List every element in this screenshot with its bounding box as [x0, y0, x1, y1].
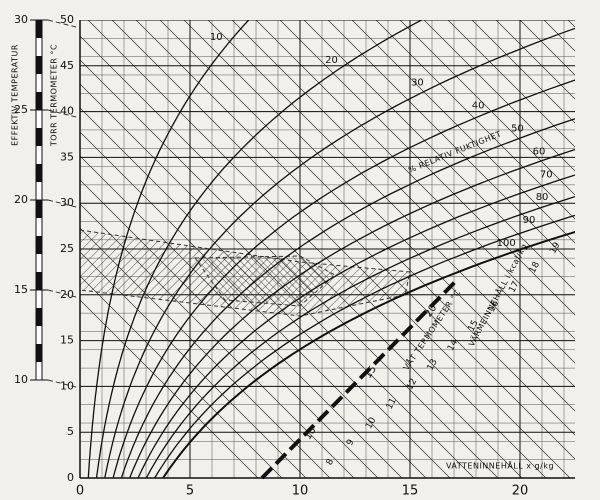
background-rule — [159, 20, 575, 436]
enthalpy-label: 15 — [467, 319, 481, 334]
enthalpy-label: 10 — [364, 416, 378, 431]
rh-curve — [104, 27, 575, 478]
reference-line — [260, 280, 457, 480]
effective-scale-segment — [36, 200, 42, 218]
enthalpy-label: 13 — [426, 358, 440, 373]
effective-guide — [47, 109, 81, 119]
background-rule — [231, 20, 575, 364]
effective-scale-segment — [36, 344, 42, 362]
effective-tick-label: 25 — [14, 103, 28, 116]
comfort-zone-core — [194, 255, 336, 307]
effective-scale-segment — [36, 128, 42, 146]
effective-scale-segment — [36, 56, 42, 74]
enthalpy-label: 9 — [345, 438, 357, 448]
y-tick-label: 25 — [60, 242, 74, 255]
effective-tick-label: 20 — [14, 193, 28, 206]
background-rule — [80, 299, 259, 478]
y-tick-label: 30 — [60, 196, 74, 209]
enthalpy-label: 19 — [548, 241, 562, 256]
x-tick-label: 15 — [402, 484, 419, 499]
y-tick-label: 50 — [60, 13, 74, 26]
enthalpy-label: 8 — [325, 457, 337, 467]
effective-guide — [47, 289, 81, 299]
background-rule — [135, 20, 575, 460]
effective-tick-label: 10 — [14, 373, 28, 386]
rh-curves — [87, 20, 575, 478]
effective-scale-segment — [36, 272, 42, 290]
enthalpy-label: 17 — [507, 280, 521, 295]
effective-tick-label: 15 — [14, 283, 28, 296]
rh-curve — [129, 148, 575, 478]
y-tick-label: 45 — [60, 59, 74, 72]
rh-curve — [154, 214, 575, 478]
y-tick-label: 35 — [60, 150, 74, 163]
y-tick-label: 10 — [60, 379, 74, 392]
rh-label: 40 — [472, 101, 485, 112]
background-rule — [375, 20, 575, 220]
background-rule — [183, 20, 575, 412]
enthalpy-label: 14 — [446, 338, 460, 353]
effective-scale-segment — [36, 308, 42, 326]
x-tick-label: 20 — [512, 484, 529, 499]
effective-scale-segment — [36, 92, 42, 110]
rh-curve — [120, 118, 575, 478]
rh-label: 50 — [511, 124, 524, 135]
rh-curve — [137, 174, 575, 478]
x-axis-label: VATTENINNEHÅLL x g/kg — [446, 460, 554, 471]
enthalpy-label: 11 — [385, 396, 399, 411]
effective-scale-segment — [36, 20, 42, 38]
rh-curve — [95, 20, 422, 478]
rh-curve — [145, 195, 575, 478]
rh-label: 70 — [540, 169, 553, 180]
y-axis-label: TORR TERMOMETER °C — [50, 44, 59, 147]
effective-scale-segment — [36, 164, 42, 182]
background-rule — [447, 20, 575, 148]
enthalpy-label: 16 — [487, 299, 501, 314]
effective-tick-label: 30 — [14, 13, 28, 26]
rh-label: 80 — [536, 192, 549, 203]
effective-scale-segment — [36, 236, 42, 254]
effective-guide — [47, 19, 81, 29]
rh-curve — [87, 20, 250, 478]
rh-label: 10 — [210, 32, 223, 43]
rh-label: 60 — [533, 146, 546, 157]
rh-label: 100 — [497, 238, 516, 249]
rh-label: 20 — [325, 55, 338, 66]
enthalpy-label: 12 — [405, 377, 419, 392]
background-rule — [471, 20, 575, 124]
background-rule — [399, 20, 575, 196]
comfort-zones — [80, 229, 411, 317]
effective-guide — [47, 199, 81, 209]
background-rule — [80, 275, 283, 478]
rh-label: 90 — [523, 215, 536, 226]
effective-guide — [47, 379, 81, 389]
background-rule — [423, 20, 575, 172]
background-rule — [111, 20, 571, 478]
rh-label: 30 — [411, 78, 424, 89]
background-rule — [255, 20, 575, 340]
background-rule — [303, 20, 575, 292]
x-tick-label: 0 — [76, 484, 84, 499]
enthalpy-label: 18 — [528, 260, 542, 275]
x-tick-label: 10 — [292, 484, 309, 499]
rh-curve — [162, 230, 575, 478]
y-tick-label: 0 — [67, 471, 74, 484]
y-tick-label: 5 — [67, 425, 74, 438]
rh-curve — [112, 79, 575, 478]
y-tick-label: 15 — [60, 334, 74, 347]
effective-temperature-label: EFFEKTIV TEMPERATUR — [11, 44, 20, 146]
x-tick-label: 5 — [186, 484, 194, 499]
